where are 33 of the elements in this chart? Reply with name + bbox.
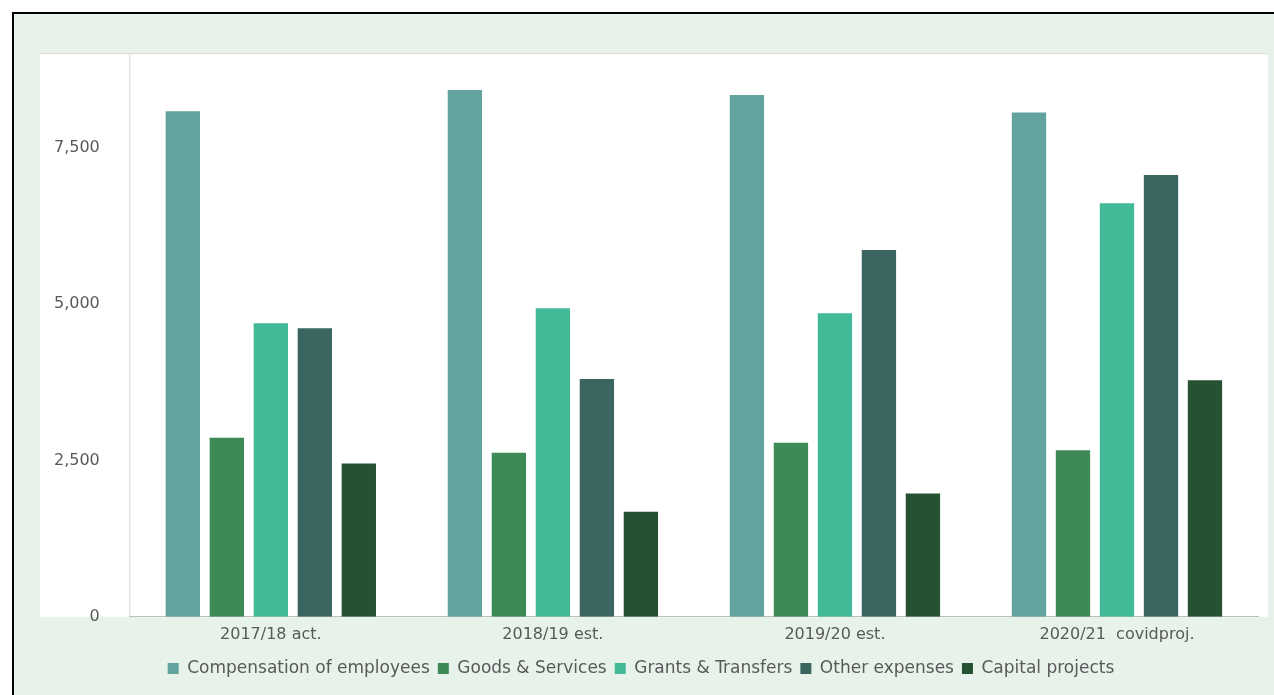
bar xyxy=(1055,450,1091,617)
bar xyxy=(447,89,483,617)
bar xyxy=(341,463,376,617)
bar xyxy=(623,511,659,617)
bar xyxy=(1011,112,1047,617)
bar xyxy=(729,94,765,617)
bar xyxy=(209,437,244,617)
legend-label: Grants & Transfers xyxy=(634,656,793,677)
x-tick-label: 2018/19 est. xyxy=(502,623,604,643)
legend-label: Goods & Services xyxy=(457,656,607,677)
y-tick-label: 0 xyxy=(89,605,100,625)
bar xyxy=(1099,203,1135,617)
bar xyxy=(297,328,332,617)
y-tick-label: 7,500 xyxy=(53,136,100,156)
bar xyxy=(535,308,571,617)
bar xyxy=(773,442,809,617)
bar xyxy=(491,452,527,617)
bar xyxy=(1187,380,1223,617)
legend-label: Other expenses xyxy=(819,656,955,677)
y-tick-label: 2,500 xyxy=(53,449,100,469)
y-tick-label: 5,000 xyxy=(53,293,100,313)
legend-label: Capital projects xyxy=(981,656,1115,677)
bar xyxy=(817,313,853,617)
legend-label: Compensation of employees xyxy=(187,656,430,677)
bar xyxy=(1143,175,1179,617)
bar xyxy=(579,379,615,617)
x-tick-label: 2019/20 est. xyxy=(784,623,886,643)
x-tick-label: 2020/21 covidproj. xyxy=(1039,623,1195,643)
bar xyxy=(861,250,897,617)
x-tick-label: 2017/18 act. xyxy=(220,623,322,643)
bar xyxy=(905,493,941,617)
bar xyxy=(253,323,288,617)
bar xyxy=(165,111,200,617)
